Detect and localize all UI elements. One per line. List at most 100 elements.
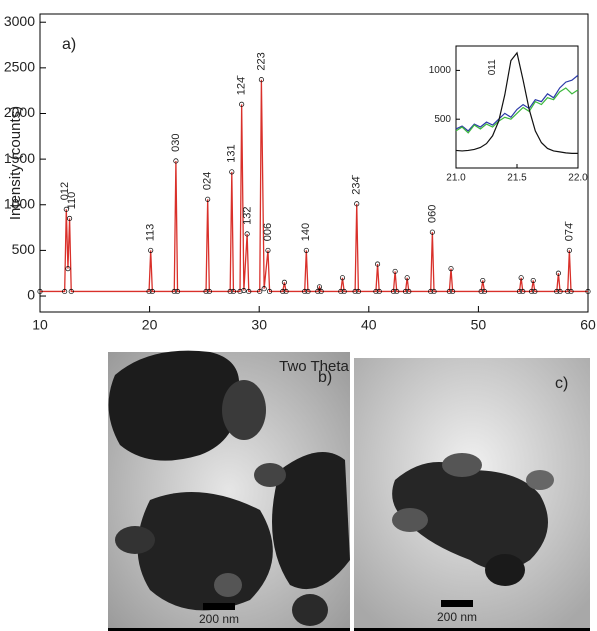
data-point — [555, 270, 561, 276]
data-point — [281, 279, 287, 285]
x-tick-label: 40 — [361, 317, 377, 333]
x-axis-label: Two Theta — [279, 358, 349, 375]
data-point — [448, 266, 454, 272]
peak-label: 223 — [255, 52, 267, 70]
peak-label: 113 — [145, 224, 157, 242]
data-point — [267, 288, 273, 295]
data-point — [203, 288, 209, 295]
data-point — [305, 288, 311, 295]
peak-label: 13̄2 — [242, 206, 254, 224]
series-line — [40, 79, 588, 293]
scale-bar-label: 200 nm — [199, 612, 239, 626]
data-point — [404, 275, 410, 281]
data-point — [480, 277, 486, 284]
scale-bar — [441, 600, 473, 607]
data-point — [63, 206, 69, 212]
peak-label: 140 — [300, 223, 312, 241]
data-point — [67, 215, 73, 221]
data-point — [68, 288, 74, 295]
x-tick-label: 22.0 — [568, 173, 588, 184]
data-point — [315, 288, 321, 295]
data-point — [230, 288, 236, 295]
x-tick-label: 21.5 — [507, 173, 527, 184]
peak-label: 030 — [170, 133, 182, 151]
data-point — [265, 247, 271, 253]
peak-label: 124̄ — [236, 75, 248, 95]
data-point — [557, 288, 563, 295]
panel-label: c) — [555, 375, 568, 392]
data-point — [394, 288, 400, 295]
data-point — [566, 247, 572, 253]
data-point — [149, 288, 155, 295]
data-point — [478, 288, 484, 295]
x-tick-label: 20 — [142, 317, 158, 333]
tem-image-b: b) 200 nm — [108, 350, 350, 631]
data-point — [239, 101, 245, 107]
series-line — [455, 74, 579, 132]
data-point — [205, 196, 211, 202]
peak-label: 110 — [66, 192, 78, 210]
data-point — [518, 275, 524, 281]
data-point — [532, 288, 538, 295]
x-tick-label: 30 — [251, 317, 267, 333]
data-point — [446, 288, 452, 295]
data-point — [316, 284, 323, 290]
peak-label: 060 — [426, 205, 438, 223]
data-point — [62, 288, 68, 295]
data-point — [450, 288, 456, 295]
y-tick-label: 500 — [434, 114, 451, 125]
data-point — [431, 288, 437, 295]
data-point — [302, 288, 308, 295]
y-tick-label: 1000 — [4, 195, 35, 211]
series-line — [455, 87, 579, 134]
data-point — [585, 288, 591, 295]
data-point — [318, 288, 324, 295]
peak-label: 074̄ — [563, 221, 575, 241]
data-point — [341, 288, 347, 295]
data-point — [565, 288, 571, 295]
x-tick-label: 10 — [32, 317, 48, 333]
data-point — [146, 288, 152, 295]
y-tick-label: 0 — [27, 287, 35, 303]
data-point — [237, 288, 243, 295]
data-point — [516, 288, 523, 295]
peak-label: 011 — [487, 59, 498, 75]
peak-label: 024 — [202, 172, 214, 190]
data-point — [65, 266, 71, 272]
data-point — [402, 288, 409, 295]
x-tick-label: 60 — [580, 317, 596, 333]
data-point — [246, 288, 252, 295]
data-point — [37, 288, 43, 295]
data-point — [261, 286, 267, 292]
data-point — [568, 288, 574, 295]
data-point — [244, 231, 250, 237]
data-point — [206, 288, 212, 295]
data-point — [338, 288, 344, 295]
data-point — [481, 288, 487, 295]
data-point — [283, 288, 289, 295]
data-point — [428, 288, 434, 295]
data-point — [390, 288, 397, 295]
data-point — [241, 288, 247, 294]
data-point — [148, 247, 154, 253]
scale-bar-label: 200 nm — [437, 610, 477, 624]
y-tick-label: 1500 — [4, 150, 35, 166]
data-point — [354, 201, 360, 207]
x-tick-label: 21.0 — [446, 173, 466, 184]
data-point — [280, 288, 286, 295]
x-tick-label: 50 — [471, 317, 487, 333]
data-point — [227, 288, 233, 295]
data-point — [352, 288, 358, 295]
scale-bar — [203, 603, 235, 610]
data-point — [229, 169, 235, 175]
series-line — [455, 51, 578, 154]
data-point — [406, 288, 412, 295]
y-tick-label: 3000 — [4, 13, 35, 29]
data-point — [529, 288, 535, 295]
peak-label: 012 — [59, 182, 71, 200]
y-tick-label: 500 — [12, 241, 36, 257]
inset-frame — [455, 45, 579, 169]
y-tick-label: 2500 — [4, 59, 35, 75]
data-point — [520, 288, 526, 295]
